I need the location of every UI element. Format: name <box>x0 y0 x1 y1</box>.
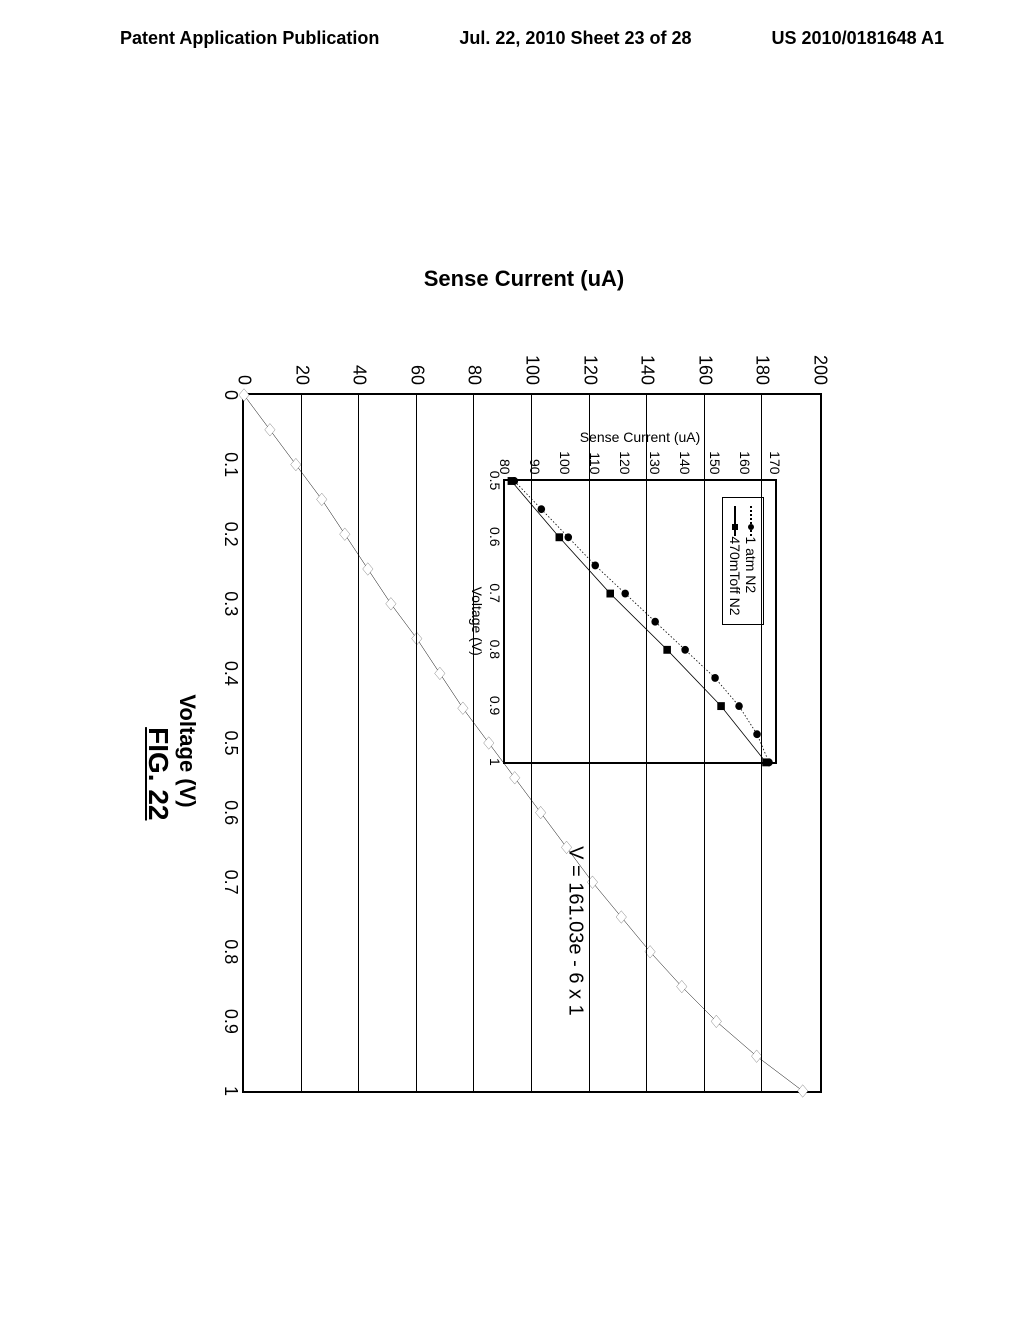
inset-y-tick: 130 <box>647 451 663 474</box>
x-tick: 0.4 <box>220 661 241 686</box>
y-tick: 120 <box>579 355 600 385</box>
x-tick: 0.3 <box>220 591 241 616</box>
inset-x-label: Voltage (V) <box>469 586 485 655</box>
x-tick: 1 <box>220 1086 241 1096</box>
inset-y-tick: 150 <box>707 451 723 474</box>
x-tick: 0.5 <box>220 730 241 755</box>
inset-legend: 1 atm N2470mToff N2 <box>722 497 764 624</box>
x-tick: 0 <box>220 390 241 400</box>
x-tick: 0.7 <box>220 869 241 894</box>
gridline <box>473 395 474 1091</box>
inset-y-tick: 160 <box>737 451 753 474</box>
inset-x-tick: 0.8 <box>487 639 503 658</box>
inset-y-tick: 100 <box>557 451 573 474</box>
y-tick: 160 <box>694 355 715 385</box>
y-tick: 100 <box>522 355 543 385</box>
y-tick: 40 <box>349 365 370 385</box>
inset-x-tick: 0.6 <box>487 527 503 546</box>
gridline <box>646 395 647 1091</box>
inset-y-tick: 80 <box>497 459 513 475</box>
inset-y-tick: 120 <box>617 451 633 474</box>
inset-y-tick: 140 <box>677 451 693 474</box>
inset-x-tick: 0.7 <box>487 583 503 602</box>
y-tick: 20 <box>291 365 312 385</box>
y-tick: 140 <box>637 355 658 385</box>
header-left: Patent Application Publication <box>120 28 379 49</box>
legend-item: 1 atm N2 <box>743 506 759 615</box>
inset-y-label: Sense Current (uA) <box>580 428 701 444</box>
main-plot-area: V = 161.03e - 6 x 1 Voltage (V) Sense Cu… <box>242 393 822 1093</box>
y-tick: 200 <box>810 355 831 385</box>
x-tick: 0.9 <box>220 1009 241 1034</box>
legend-item: 470mToff N2 <box>727 506 743 615</box>
header-right: US 2010/0181648 A1 <box>772 28 944 49</box>
inset-x-tick: 0.9 <box>487 696 503 715</box>
x-tick: 0.8 <box>220 939 241 964</box>
gridline <box>704 395 705 1091</box>
gridline <box>358 395 359 1091</box>
gridline <box>531 395 532 1091</box>
y-tick: 80 <box>464 365 485 385</box>
y-axis-label: Sense Current (uA) <box>424 266 624 292</box>
gridline <box>589 395 590 1091</box>
y-tick: 60 <box>406 365 427 385</box>
inset-y-tick: 90 <box>527 459 543 475</box>
page-header: Patent Application Publication Jul. 22, … <box>0 0 1024 59</box>
y-tick: 0 <box>234 375 255 385</box>
gridline <box>761 395 762 1091</box>
x-axis-label: Voltage (V) <box>174 694 200 807</box>
equation-annotation: V = 161.03e - 6 x 1 <box>564 846 587 1016</box>
gridline <box>416 395 417 1091</box>
figure-label: FIG. 22 <box>142 727 174 820</box>
inset-chart: Voltage (V) Sense Current (uA) 1 atm N24… <box>503 478 777 763</box>
x-tick: 0.1 <box>220 452 241 477</box>
inset-x-tick: 1 <box>487 758 503 766</box>
y-tick: 180 <box>752 355 773 385</box>
x-tick: 0.2 <box>220 521 241 546</box>
gridline <box>301 395 302 1091</box>
chart-container: Voltage (V) Sense Current (uA) FIG. 22 V… <box>202 333 822 1093</box>
header-center: Jul. 22, 2010 Sheet 23 of 28 <box>459 28 691 49</box>
x-tick: 0.6 <box>220 800 241 825</box>
inset-y-tick: 170 <box>767 451 783 474</box>
